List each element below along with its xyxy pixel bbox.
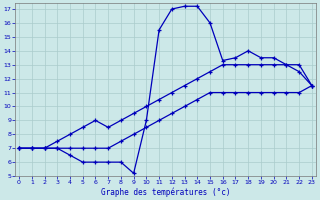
X-axis label: Graphe des températures (°c): Graphe des températures (°c)	[101, 187, 230, 197]
